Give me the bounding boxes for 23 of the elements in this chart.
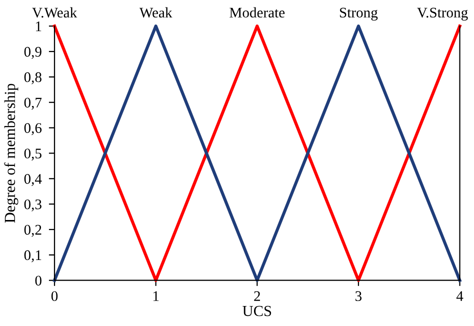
y-tick-label: 0,5 xyxy=(24,148,42,161)
annotation: Strong xyxy=(340,8,378,21)
x-tick-label: 2 xyxy=(254,291,260,301)
y-axis-title: Degree of membership xyxy=(4,84,18,223)
y-tick-label: 0,1 xyxy=(24,250,42,262)
y-tick-label: 1 xyxy=(36,22,42,32)
annotation: Moderate xyxy=(230,7,285,18)
y-tick-label: 0,6 xyxy=(24,123,42,136)
annotation: Weak xyxy=(139,7,172,18)
x-tick-label: 3 xyxy=(356,291,362,302)
x-tick-label: 0 xyxy=(51,291,58,302)
y-tick-label: 0,4 xyxy=(24,174,42,186)
y-tick-label: 0,9 xyxy=(24,46,42,59)
x-axis-title: UCS xyxy=(242,306,272,316)
y-tick-label: 0,7 xyxy=(24,98,42,110)
annotation: V.Strong xyxy=(417,8,468,21)
x-tick-label: 1 xyxy=(153,291,159,301)
annotation: V.Weak xyxy=(32,7,78,18)
y-tick-label: 0,8 xyxy=(24,72,42,84)
y-tick-label: 0,2 xyxy=(24,224,42,237)
y-tick-label: 0 xyxy=(35,276,42,286)
x-tick-label: 4 xyxy=(456,291,464,301)
y-tick-label: 0,3 xyxy=(24,199,42,212)
